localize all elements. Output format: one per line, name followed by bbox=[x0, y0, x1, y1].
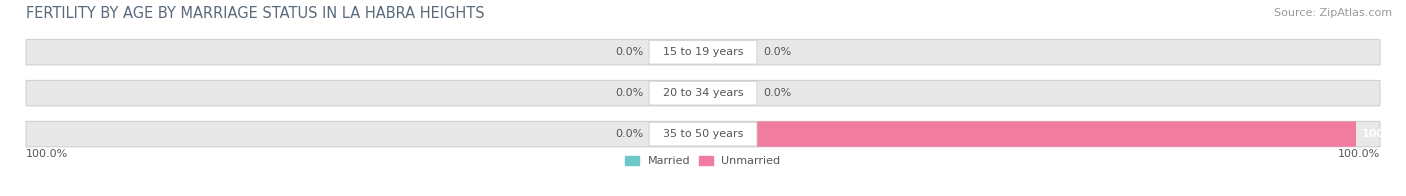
FancyBboxPatch shape bbox=[27, 80, 1379, 106]
Text: FERTILITY BY AGE BY MARRIAGE STATUS IN LA HABRA HEIGHTS: FERTILITY BY AGE BY MARRIAGE STATUS IN L… bbox=[27, 6, 485, 22]
Text: 0.0%: 0.0% bbox=[763, 47, 792, 57]
Text: 100.0%: 100.0% bbox=[27, 150, 69, 160]
FancyBboxPatch shape bbox=[650, 122, 756, 146]
Legend: Married, Unmarried: Married, Unmarried bbox=[626, 156, 780, 166]
Text: Source: ZipAtlas.com: Source: ZipAtlas.com bbox=[1274, 8, 1392, 18]
Text: 0.0%: 0.0% bbox=[614, 47, 643, 57]
FancyBboxPatch shape bbox=[27, 39, 1379, 65]
Text: 100.0%: 100.0% bbox=[1337, 150, 1379, 160]
Text: 35 to 50 years: 35 to 50 years bbox=[662, 129, 744, 139]
Text: 0.0%: 0.0% bbox=[614, 129, 643, 139]
FancyBboxPatch shape bbox=[756, 121, 1355, 147]
FancyBboxPatch shape bbox=[27, 121, 1379, 147]
Text: 20 to 34 years: 20 to 34 years bbox=[662, 88, 744, 98]
FancyBboxPatch shape bbox=[650, 81, 756, 105]
Text: 0.0%: 0.0% bbox=[614, 88, 643, 98]
Text: 100.0%: 100.0% bbox=[1362, 129, 1406, 139]
FancyBboxPatch shape bbox=[650, 40, 756, 64]
Text: 15 to 19 years: 15 to 19 years bbox=[662, 47, 744, 57]
Text: 0.0%: 0.0% bbox=[763, 88, 792, 98]
